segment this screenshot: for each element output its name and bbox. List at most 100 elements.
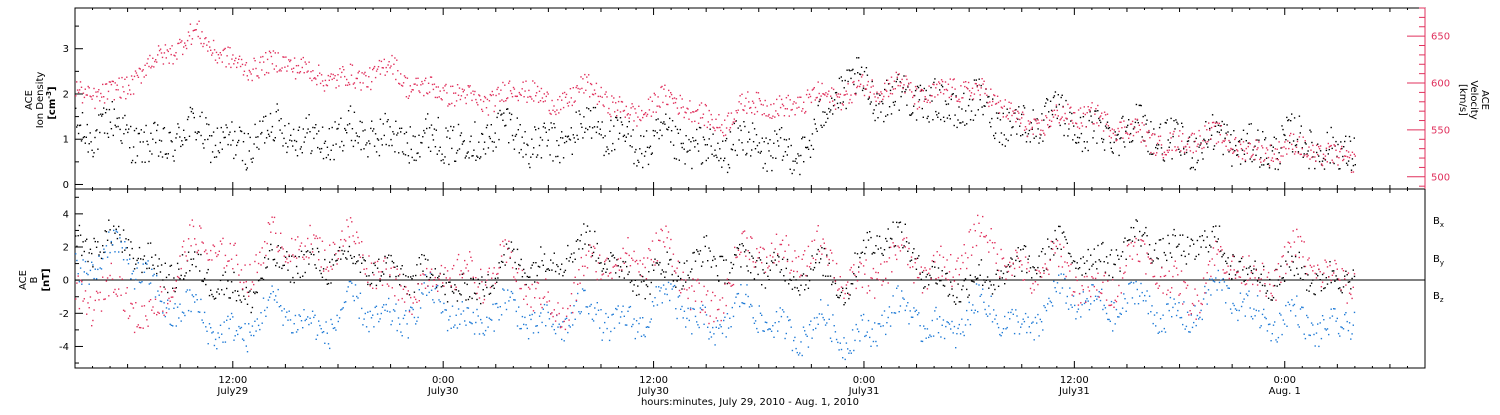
bx-point: [546, 269, 547, 270]
velocity-point: [910, 82, 911, 83]
bx-point: [356, 261, 357, 262]
velocity-point: [413, 89, 414, 90]
velocity-point: [927, 102, 928, 103]
bx-point: [582, 248, 583, 249]
density-point: [962, 121, 963, 122]
by-point: [524, 317, 525, 318]
density-point: [401, 128, 402, 129]
velocity-point: [210, 50, 211, 51]
by-point: [489, 318, 490, 319]
density-point: [193, 113, 194, 114]
x-axis-title: hours:minutes, July 29, 2010 - Aug. 1, 2…: [641, 397, 859, 408]
by-point: [658, 286, 659, 287]
by-point: [345, 301, 346, 302]
density-point: [414, 136, 415, 137]
velocity-point: [625, 117, 626, 118]
by-point: [668, 282, 669, 283]
by-point: [787, 316, 788, 317]
density-point: [791, 145, 792, 146]
density-point: [218, 150, 219, 151]
bx-point: [669, 259, 670, 260]
by-point: [516, 311, 517, 312]
bx-point: [1354, 276, 1355, 277]
by-point: [1025, 313, 1026, 314]
bx-point: [654, 259, 655, 260]
velocity-point: [797, 97, 798, 98]
density-point: [99, 132, 100, 133]
by-point: [673, 286, 674, 287]
by-point: [170, 324, 171, 325]
by-point: [265, 316, 266, 317]
bx-point: [719, 256, 720, 257]
density-point: [676, 158, 677, 159]
velocity-point: [1239, 142, 1240, 143]
density-point: [117, 126, 118, 127]
bx-point: [430, 277, 431, 278]
bx-point: [146, 268, 147, 269]
velocity-point: [939, 83, 940, 84]
by-point: [480, 319, 481, 320]
by-point: [1034, 339, 1035, 340]
bx-point: [824, 248, 825, 249]
velocity-point: [192, 38, 193, 39]
bx-point: [707, 260, 708, 261]
bx-point: [889, 247, 890, 248]
velocity-point: [458, 95, 459, 96]
density-point: [107, 133, 108, 134]
bx-point: [408, 276, 409, 277]
velocity-point: [589, 96, 590, 97]
bx-point: [240, 299, 241, 300]
velocity-point: [374, 66, 375, 67]
by-point: [807, 336, 808, 337]
bx-point: [1235, 274, 1236, 275]
bx-point: [528, 277, 529, 278]
density-point: [436, 130, 437, 131]
bx-point: [728, 279, 729, 280]
density-point: [529, 167, 530, 168]
velocity-point: [780, 107, 781, 108]
bx-point: [143, 259, 144, 260]
bx-point: [354, 256, 355, 257]
velocity-point: [1287, 140, 1288, 141]
velocity-point: [985, 88, 986, 89]
velocity-point: [1061, 118, 1062, 119]
bx-point: [726, 259, 727, 260]
bx-point: [343, 253, 344, 254]
bx-point: [896, 222, 897, 223]
by-point: [179, 304, 180, 305]
density-point: [532, 154, 533, 155]
density-point: [674, 158, 675, 159]
density-point: [1012, 126, 1013, 127]
velocity-point: [330, 76, 331, 77]
velocity-point: [1203, 147, 1204, 148]
density-point: [936, 114, 937, 115]
velocity-point: [871, 86, 872, 87]
bx-point: [457, 300, 458, 301]
by-point: [184, 315, 185, 316]
velocity-point: [180, 42, 181, 43]
density-point: [368, 140, 369, 141]
density-point: [272, 126, 273, 127]
bx-point: [821, 247, 822, 248]
density-point: [719, 148, 720, 149]
density-point: [274, 140, 275, 141]
density-point: [452, 130, 453, 131]
velocity-point: [1147, 132, 1148, 133]
bx-point: [964, 280, 965, 281]
velocity-point: [246, 62, 247, 63]
density-point: [796, 162, 797, 163]
bx-point: [144, 255, 145, 256]
bx-point: [1327, 283, 1328, 284]
density-point: [704, 139, 705, 140]
bx-point: [219, 293, 220, 294]
bottom-ylabel-unit: [nT]: [41, 268, 52, 291]
velocity-point: [772, 116, 773, 117]
density-point: [1322, 161, 1323, 162]
bx-point: [1225, 261, 1226, 262]
bx-point: [366, 275, 367, 276]
bx-point: [141, 272, 142, 273]
velocity-point: [182, 54, 183, 55]
velocity-point: [667, 104, 668, 105]
density-point: [117, 118, 118, 119]
density-point: [490, 138, 491, 139]
